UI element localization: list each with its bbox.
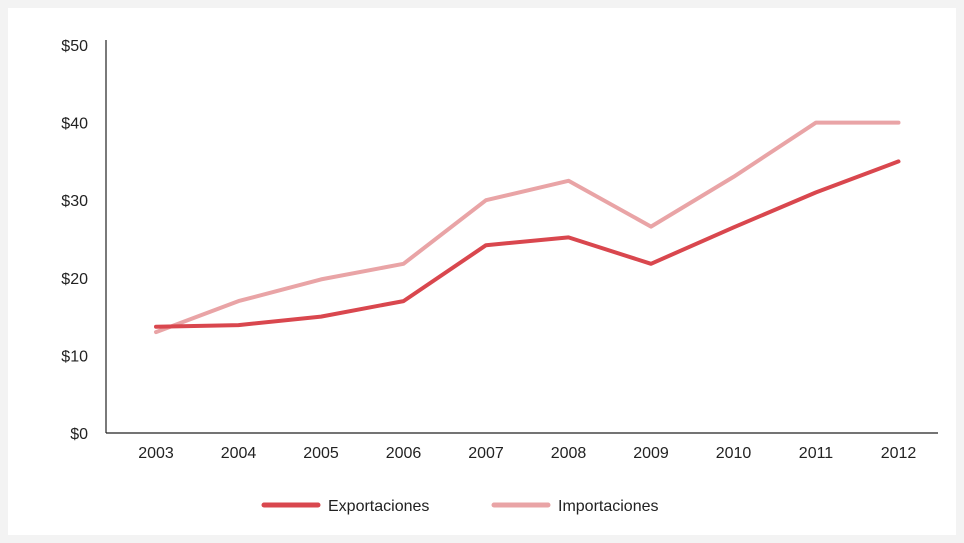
line-chart: $0$10$20$30$40$50 2003 2004 2005 2006 2007 20…: [61, 38, 938, 515]
x-tick-label: 2003: [138, 445, 174, 462]
x-tick-label: 2010: [716, 445, 752, 462]
y-tick-label: $20: [61, 271, 88, 288]
x-tick-label: 2007: [468, 445, 504, 462]
y-tick-label: $40: [61, 116, 88, 133]
x-tick-label: 2004: [221, 445, 257, 462]
y-tick-label: $10: [61, 348, 88, 365]
legend-item-exportaciones: Exportaciones: [261, 498, 429, 515]
x-tick-label: 2005: [303, 445, 339, 462]
legend-label-exportaciones: Exportaciones: [328, 498, 429, 515]
legend: Exportaciones Importaciones: [261, 498, 659, 515]
x-tick-label: 2008: [551, 445, 587, 462]
chart-panel: $0 $10 $20 $30 $40 $50 2003 2004 2005 2006 2007 20…: [8, 8, 956, 535]
x-tick-label: 2009: [633, 445, 669, 462]
y-tick-label: $30: [61, 193, 88, 210]
series-line-importaciones: [154, 120, 901, 335]
x-axis: 2003 2004 2005 2006 2007 2008 2009 2010 2011 2012: [106, 432, 938, 462]
y-tick-label: $50: [61, 38, 88, 55]
plot-area: [154, 120, 901, 335]
x-tick-label: 2011: [799, 445, 834, 462]
y-tick-label: $0: [70, 426, 88, 443]
legend-item-importaciones: Importaciones: [491, 498, 659, 515]
series-line-exportaciones: [154, 159, 901, 329]
legend-label-importaciones: Importaciones: [558, 498, 659, 515]
x-tick-label: 2006: [386, 445, 422, 462]
y-axis: $0 $10 $20 $30 $40 $50: [61, 38, 107, 443]
x-tick-label: 2012: [881, 445, 917, 462]
